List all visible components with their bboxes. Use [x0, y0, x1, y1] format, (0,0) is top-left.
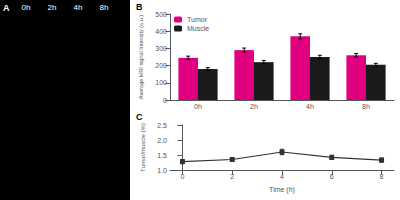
- svg-text:8: 8: [380, 173, 384, 180]
- svg-text:Tumor/muscle (%): Tumor/muscle (%): [140, 123, 146, 172]
- svg-text:400: 400: [155, 28, 167, 35]
- svg-text:0: 0: [163, 97, 167, 104]
- svg-text:8h: 8h: [362, 103, 370, 110]
- svg-text:0: 0: [180, 173, 184, 180]
- svg-text:1.5: 1.5: [157, 152, 167, 159]
- svg-text:Average MRI signal Intensity (: Average MRI signal Intensity (a.u.): [138, 15, 144, 99]
- svg-text:Tumor: Tumor: [187, 16, 208, 23]
- svg-text:500: 500: [155, 11, 167, 18]
- svg-text:2.5: 2.5: [157, 122, 167, 129]
- svg-text:100: 100: [155, 79, 167, 86]
- svg-text:2: 2: [230, 173, 234, 180]
- svg-text:4h: 4h: [74, 3, 83, 12]
- svg-text:1.0: 1.0: [157, 167, 167, 174]
- svg-text:Muscle: Muscle: [187, 25, 209, 32]
- svg-text:C: C: [136, 112, 143, 122]
- svg-text:0h: 0h: [194, 103, 202, 110]
- svg-text:6: 6: [330, 173, 334, 180]
- svg-text:300: 300: [155, 45, 167, 52]
- svg-text:4h: 4h: [306, 103, 314, 110]
- svg-text:2.0: 2.0: [157, 137, 167, 144]
- svg-text:2h: 2h: [250, 103, 258, 110]
- svg-text:8h: 8h: [100, 3, 109, 12]
- svg-text:200: 200: [155, 62, 167, 69]
- svg-text:B: B: [136, 2, 143, 12]
- svg-text:0h: 0h: [22, 3, 31, 12]
- svg-text:2h: 2h: [48, 3, 57, 12]
- svg-text:Time (h): Time (h): [269, 186, 295, 194]
- svg-text:4: 4: [280, 173, 284, 180]
- svg-text:A: A: [3, 3, 10, 13]
